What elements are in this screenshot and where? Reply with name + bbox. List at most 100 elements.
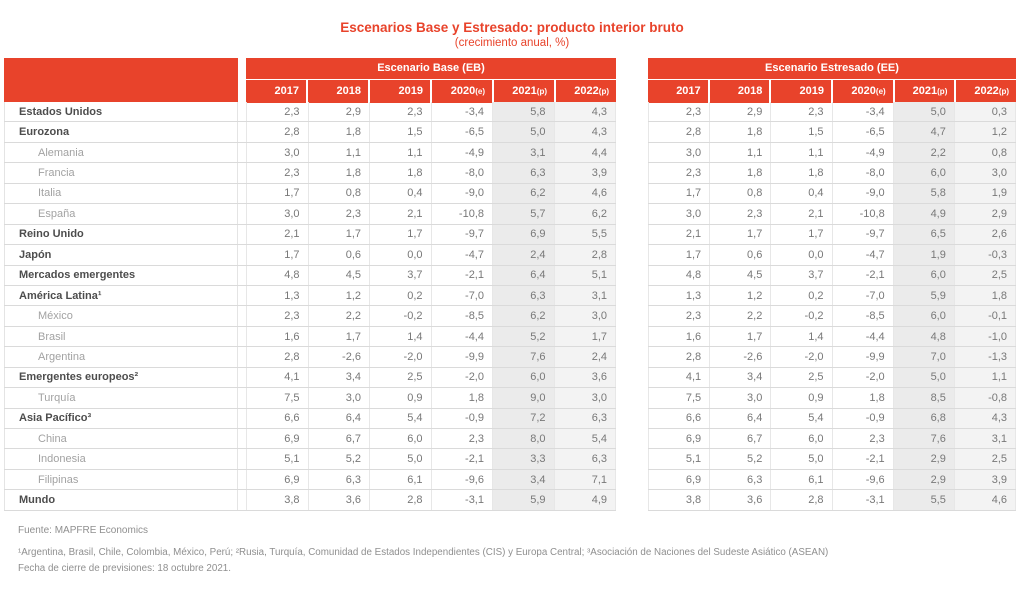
row-values: 2,3 1,8 1,8 -8,0 6,0 3,0	[648, 163, 1017, 183]
value-cell: 1,1	[370, 142, 432, 163]
value-cell: -3,4	[432, 102, 493, 122]
row-values: 3,0 1,1 1,1 -4,9 3,1 4,4	[246, 142, 616, 163]
table-row: 1,6 1,7 1,4 -4,4 4,8 -1,0	[648, 326, 1017, 348]
value-cell: 1,5	[370, 122, 432, 142]
value-cell: 5,1	[246, 449, 309, 469]
table-row: 6,6 6,4 5,4 -0,9 6,8 4,3	[648, 408, 1017, 429]
footnotes: ¹Argentina, Brasil, Chile, Colombia, Méx…	[18, 545, 1024, 577]
value-cell: 1,4	[771, 326, 833, 347]
table-row: 2,3 1,8 1,8 -8,0 6,0 3,0	[648, 163, 1017, 184]
value-cell: 2,1	[370, 204, 432, 224]
table-row: 1,3 1,2 0,2 -7,0 5,9 1,8	[648, 285, 1017, 307]
base-band-title: Escenario Base (EB)	[246, 58, 616, 79]
row-label: Asia Pacífico³	[4, 408, 238, 428]
value-cell: -6,5	[432, 122, 493, 142]
value-cell: 3,0	[648, 204, 711, 224]
value-cell: 1,2	[309, 285, 370, 306]
value-cell: 0,2	[370, 285, 432, 306]
value-cell: 0,2	[771, 285, 833, 306]
forecast-date-line: Fecha de cierre de previsiones: 18 octub…	[18, 562, 231, 574]
table-row: 7,5 3,0 0,9 1,8 8,5 -0,8	[648, 388, 1017, 409]
value-cell: 0,9	[370, 388, 432, 408]
table-row: Emergentes europeos² 4,1 3,4 2,5 -2,0 6,0 3,6	[4, 367, 616, 389]
row-values: 2,1 1,7 1,7 -9,7 6,9 5,5	[246, 224, 616, 245]
value-cell: 1,9	[954, 183, 1017, 204]
value-cell: 3,0	[954, 163, 1017, 183]
value-cell: 3,4	[309, 367, 370, 388]
value-cell: 3,1	[493, 142, 555, 163]
year-header-2019: 2019	[771, 80, 832, 103]
value-cell: -9,7	[432, 224, 493, 245]
value-cell: 6,3	[554, 449, 616, 469]
value-cell: 2,3	[309, 204, 370, 224]
value-cell: 2,1	[771, 204, 833, 224]
value-cell: 4,8	[246, 265, 309, 285]
value-cell: 4,3	[954, 408, 1017, 428]
value-cell: 2,2	[309, 306, 370, 326]
value-cell: 1,8	[309, 163, 370, 183]
row-label: Argentina	[4, 347, 238, 367]
value-cell: 2,8	[771, 490, 833, 510]
value-cell: 1,7	[710, 224, 772, 245]
value-cell: -4,4	[833, 326, 894, 347]
row-values: 3,8 3,6 2,8 -3,1 5,9 4,9	[246, 490, 616, 510]
year-header-2022: 2022(p)	[556, 80, 616, 103]
table-row: 3,0 1,1 1,1 -4,9 2,2 0,8	[648, 142, 1017, 164]
table-row: Argentina 2,8 -2,6 -2,0 -9,9 7,6 2,4	[4, 347, 616, 368]
value-cell: 3,0	[554, 306, 616, 326]
value-cell: 6,5	[893, 224, 955, 245]
row-values: 2,3 2,9 2,3 -3,4 5,8 4,3	[246, 102, 616, 122]
value-cell: 4,6	[954, 490, 1017, 510]
value-cell: 3,4	[710, 367, 772, 388]
table-row: 3,8 3,6 2,8 -3,1 5,5 4,6	[648, 490, 1017, 511]
table-row: 3,0 2,3 2,1 -10,8 4,9 2,9	[648, 204, 1017, 225]
value-cell: 6,7	[309, 429, 370, 449]
row-values: 6,9 6,3 6,1 -9,6 2,9 3,9	[648, 469, 1017, 490]
value-cell: 3,7	[771, 265, 833, 285]
eb-body: Estados Unidos 2,3 2,9 2,3 -3,4 5,8 4,3 Eurozon…	[4, 102, 616, 511]
value-cell: 1,9	[893, 245, 955, 265]
value-cell: 5,0	[893, 367, 955, 388]
row-values: 4,8 4,5 3,7 -2,1 6,4 5,1	[246, 265, 616, 285]
value-cell: 6,4	[493, 265, 555, 285]
value-cell: 5,4	[771, 408, 833, 428]
value-cell: 2,3	[771, 102, 833, 122]
value-cell: -4,7	[833, 245, 894, 265]
value-cell: 6,4	[710, 408, 772, 428]
table-row: 6,9 6,7 6,0 2,3 7,6 3,1	[648, 429, 1017, 450]
value-cell: 6,7	[710, 429, 772, 449]
row-label: Reino Unido	[4, 224, 238, 245]
value-cell: 3,0	[246, 204, 309, 224]
year-header-2018: 2018	[308, 80, 368, 103]
value-cell: 2,9	[710, 102, 772, 122]
value-cell: -3,1	[833, 490, 894, 510]
year-header-2020: 2020(e)	[432, 80, 492, 103]
value-cell: -9,9	[833, 347, 894, 367]
row-values: 7,5 3,0 0,9 1,8 9,0 3,0	[246, 388, 616, 408]
row-label: Japón	[4, 245, 238, 265]
value-cell: -4,7	[432, 245, 493, 265]
row-values: 1,7 0,6 0,0 -4,7 2,4 2,8	[246, 245, 616, 265]
value-cell: 1,7	[771, 224, 833, 245]
value-cell: 1,8	[309, 122, 370, 142]
value-cell: -0,1	[954, 306, 1017, 326]
year-header-2018: 2018	[709, 80, 770, 103]
value-cell: 2,8	[648, 347, 711, 367]
table-row: Asia Pacífico³ 6,6 6,4 5,4 -0,9 7,2 6,3	[4, 408, 616, 429]
row-values: 1,3 1,2 0,2 -7,0 6,3 3,1	[246, 285, 616, 306]
row-label: Italia	[4, 183, 238, 204]
row-values: 2,8 -2,6 -2,0 -9,9 7,6 2,4	[246, 347, 616, 367]
value-cell: 3,4	[493, 469, 555, 490]
table-row: 2,8 1,8 1,5 -6,5 4,7 1,2	[648, 122, 1017, 143]
value-cell: 6,8	[893, 408, 955, 428]
value-cell: 3,0	[554, 388, 616, 408]
row-values: 6,6 6,4 5,4 -0,9 7,2 6,3	[246, 408, 616, 428]
value-cell: 2,3	[710, 204, 772, 224]
value-cell: 2,1	[648, 224, 711, 245]
row-values: 2,8 -2,6 -2,0 -9,9 7,0 -1,3	[648, 347, 1017, 367]
value-cell: 6,3	[493, 285, 555, 306]
row-values: 6,9 6,7 6,0 2,3 8,0 5,4	[246, 429, 616, 449]
value-cell: -3,4	[833, 102, 894, 122]
value-cell: 1,7	[309, 224, 370, 245]
value-cell: 2,5	[370, 367, 432, 388]
